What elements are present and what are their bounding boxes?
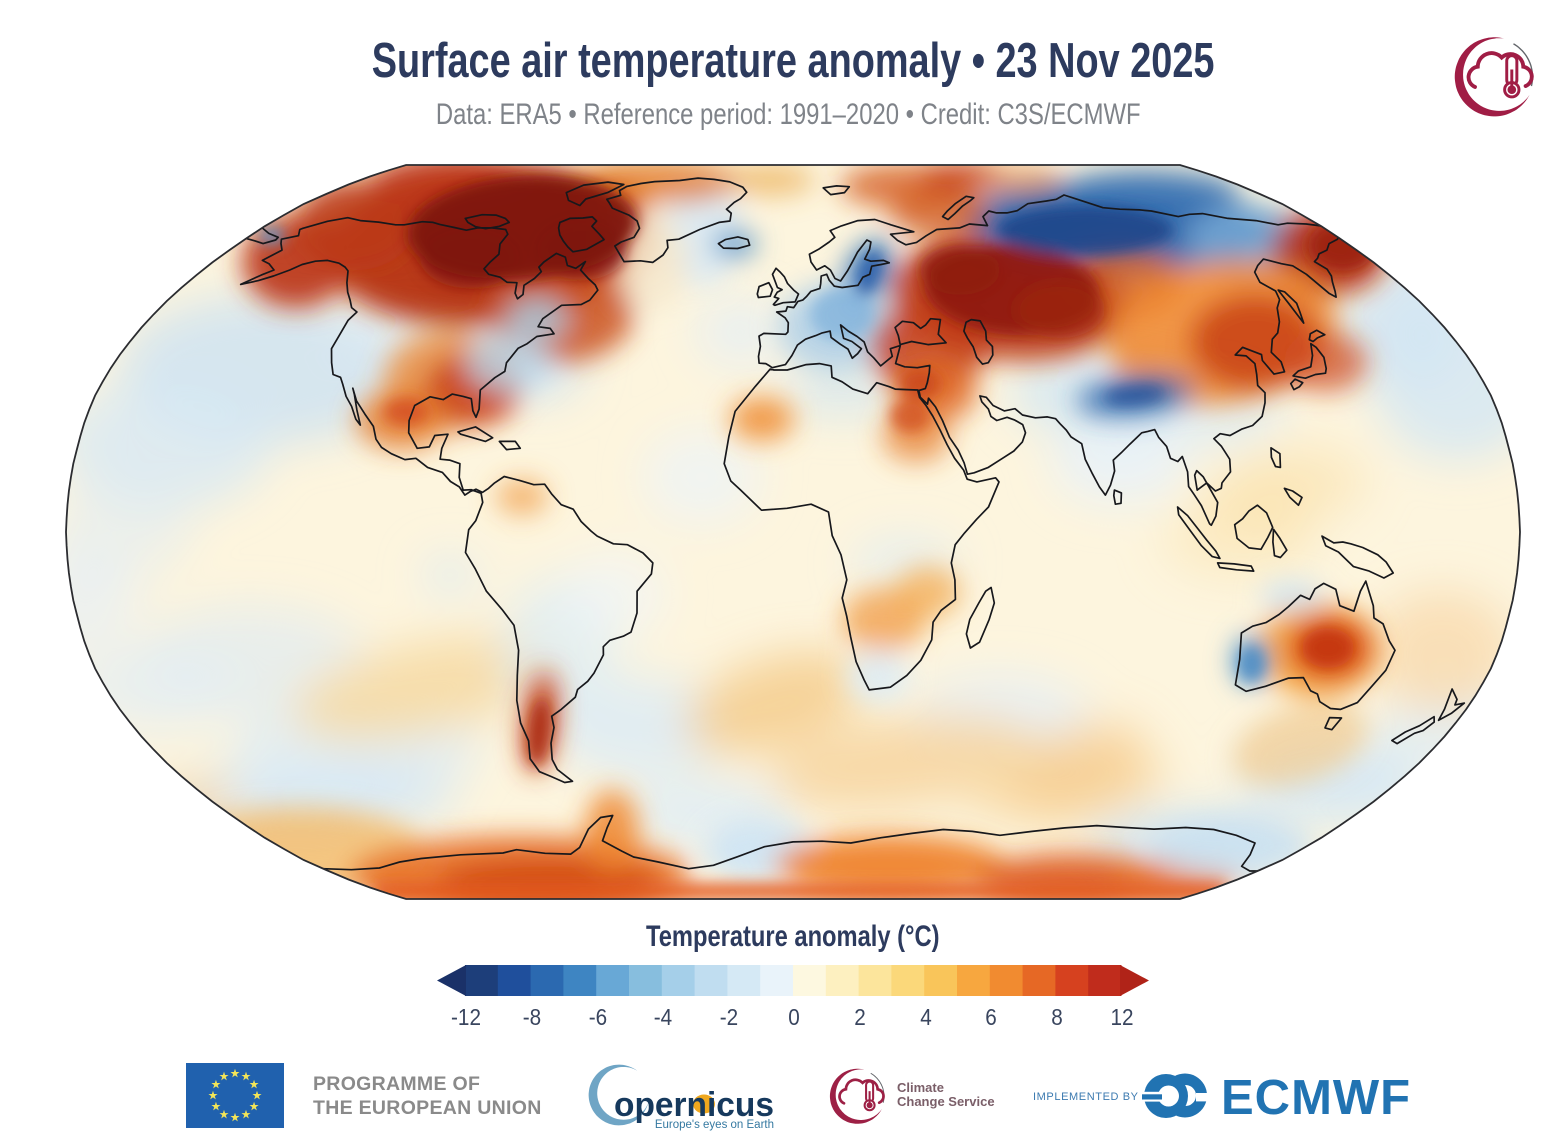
svg-text:opernicus: opernicus [614,1086,774,1124]
svg-text:ECMWF: ECMWF [1221,1071,1411,1125]
